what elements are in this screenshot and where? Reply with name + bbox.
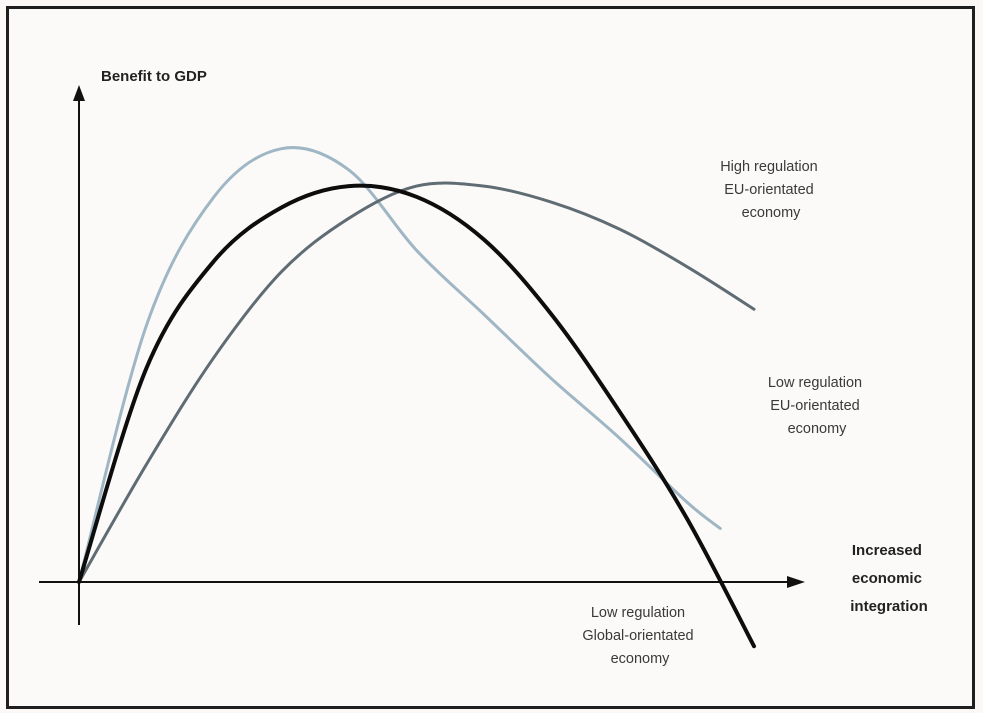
- axes: [39, 85, 805, 625]
- chart: Benefit to GDP Increased economic integr…: [39, 68, 928, 667]
- annotation-line: Low regulation: [768, 375, 862, 391]
- series-group: [77, 146, 756, 649]
- x-axis-label: Increased economic integration: [850, 542, 928, 615]
- annotation-line: High regulation: [720, 159, 818, 175]
- x-axis-arrowhead: [787, 576, 805, 588]
- series-line-low-regulation-eu: [77, 146, 722, 584]
- y-axis-label: Benefit to GDP: [101, 68, 207, 85]
- series-line-high-regulation-eu: [77, 181, 756, 584]
- x-axis-label-line: Increased: [852, 542, 922, 559]
- series-line-low-regulation-global: [77, 183, 756, 649]
- y-axis-arrowhead: [73, 85, 85, 101]
- annotation-high-regulation-eu: High regulation EU-orientated economy: [720, 159, 822, 221]
- x-axis-label-line: economic: [852, 570, 922, 587]
- annotation-line: economy: [788, 421, 848, 437]
- x-axis-label-line: integration: [850, 598, 928, 615]
- annotation-line: economy: [742, 205, 802, 221]
- annotation-line: EU-orientated: [724, 182, 813, 198]
- chart-frame: Benefit to GDP Increased economic integr…: [6, 6, 975, 709]
- annotation-line: Low regulation: [591, 605, 685, 621]
- annotation-low-regulation-global: Low regulation Global-orientated economy: [582, 605, 697, 667]
- annotation-line: Global-orientated: [582, 628, 693, 644]
- annotation-line: EU-orientated: [770, 398, 859, 414]
- annotation-low-regulation-eu: Low regulation EU-orientated economy: [768, 375, 866, 437]
- annotation-line: economy: [611, 651, 671, 667]
